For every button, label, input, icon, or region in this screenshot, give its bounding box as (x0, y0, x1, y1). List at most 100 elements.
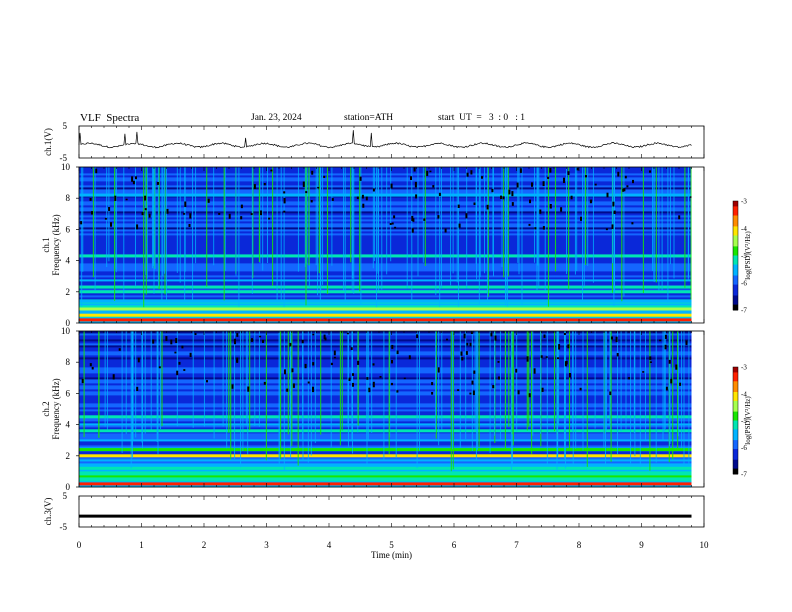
ch2-low-spot (291, 368, 294, 373)
ch1-colorbar-step (733, 211, 738, 215)
ch1-low-spot (114, 195, 117, 201)
ch2-low-spot (391, 382, 393, 386)
ch2-low-spot (557, 357, 559, 360)
ch2-y-label-freq: Frequency (kHz) (51, 378, 61, 439)
ch1-bg-row (79, 173, 692, 176)
ch2-low-spot (533, 368, 536, 374)
ch2-bg-row (79, 393, 692, 396)
ch1-low-spot (570, 195, 573, 200)
ch1-colorbar-step (733, 279, 738, 282)
ch2-bg-row (79, 475, 692, 478)
ch1-low-spot (144, 195, 147, 201)
ch1-low-spot (283, 210, 286, 213)
ch2-bg-row (79, 427, 692, 430)
ch1-ytick-label: 2 (66, 287, 71, 297)
ch1-low-spot (429, 170, 432, 173)
ch1-ytick-label: 4 (66, 256, 71, 266)
ch1-colorbar-step (733, 266, 738, 269)
ch2-low-spot (307, 381, 310, 384)
ch1-low-spot (323, 175, 326, 178)
ch2-colorbar-step (733, 383, 738, 386)
ch2-colorbar-step (733, 393, 738, 397)
ch2-bg-row (79, 379, 692, 382)
ch2-low-spot (460, 351, 463, 356)
ch1-colorbar-step (733, 237, 738, 240)
ch1-colorbar-step (733, 290, 738, 293)
ch1-low-spot (228, 213, 231, 219)
ch1-colorbar-step (733, 213, 738, 216)
ch1-bg-row (79, 269, 692, 272)
ch2-bg-row (79, 441, 692, 444)
ch2-bg-row (79, 391, 692, 394)
ch1-low-spot (207, 198, 210, 203)
ch2-low-spot (431, 382, 434, 386)
ch2-low-spot (396, 350, 399, 355)
ch1-low-spot (131, 176, 134, 182)
ch2-low-spot (330, 362, 333, 366)
ch2-colorbar-step (733, 374, 738, 377)
ch1-low-spot (141, 212, 144, 216)
date-label: Jan. 23, 2024 (251, 113, 302, 123)
ch2-y-label-channel: ch.2 (41, 401, 51, 416)
ch1-low-spot (423, 218, 426, 221)
ch2-low-spot (236, 333, 239, 337)
ch2-colorbar-label: log(PSD)(V²/Hz) (744, 396, 752, 445)
ch2-low-spot (541, 387, 544, 392)
ch1-bg-row (79, 317, 692, 320)
ch2-low-spot (206, 380, 208, 383)
ch1-colorbar-step (733, 257, 738, 260)
ch2-low-spot (236, 357, 239, 363)
ch2-band (79, 429, 692, 433)
ch1-colorbar-step (733, 288, 738, 291)
ch1-colorbar-step (733, 268, 738, 271)
ch1-colorbar-step (733, 235, 738, 238)
ch2-ytick-label: 2 (66, 451, 71, 461)
ch2-colorbar-step (733, 468, 738, 471)
ch2-bg-row (79, 367, 692, 370)
ch2-low-spot (567, 344, 570, 349)
ch2-bg-row (79, 395, 692, 398)
ch2-bg-row (79, 357, 692, 360)
ch1-bg-row (79, 263, 692, 266)
ch1-low-spot (305, 191, 308, 194)
ch2-bg-row (79, 383, 692, 386)
ch1-low-spot (606, 192, 609, 198)
ch2-low-spot (675, 364, 678, 370)
ch2-bg-row (79, 463, 692, 466)
ch1-colorbar-step (733, 242, 738, 246)
ch1-low-spot (218, 213, 221, 215)
ch1-colorbar-step (733, 293, 738, 296)
ch1-low-spot (391, 222, 394, 225)
ch1-colorbar-step (733, 202, 738, 206)
ch1-bg-row (79, 251, 692, 254)
ch1-colorbar-tick: -3 (741, 198, 747, 206)
ch2-low-spot (368, 387, 371, 393)
ch2-low-spot (81, 379, 84, 384)
ch2-bg-row (79, 439, 692, 442)
ch1-low-spot (148, 213, 151, 218)
ch2-colorbar-step (733, 438, 738, 441)
ch2-low-spot (408, 355, 411, 360)
ch2-bg-row (79, 419, 692, 422)
ch1-low-spot (438, 192, 441, 196)
ch2-low-spot (517, 390, 520, 395)
ch1-low-spot (473, 202, 476, 205)
ch2-low-spot (176, 370, 179, 376)
ch1-ytick-label: 6 (66, 224, 71, 234)
ch1-bg-row (79, 283, 692, 286)
ch1-low-spot (108, 207, 111, 211)
ch2-low-spot (263, 381, 266, 385)
ch2-low-spot (391, 360, 393, 364)
x-tick-label: 4 (327, 540, 332, 550)
ch1-bg-row (79, 271, 692, 274)
ch2-colorbar-step (733, 429, 738, 432)
ch2-bg-row (79, 365, 692, 368)
ch1-bg-row (79, 181, 692, 184)
ch1-low-spot (690, 196, 693, 198)
ch1-colorbar-step (733, 219, 738, 222)
ch1-low-spot (80, 221, 83, 225)
ch1-spectrogram (79, 167, 704, 324)
ch1-low-spot (529, 199, 531, 204)
ch1-low-spot (444, 228, 447, 233)
ch1-colorbar-step (733, 226, 738, 229)
